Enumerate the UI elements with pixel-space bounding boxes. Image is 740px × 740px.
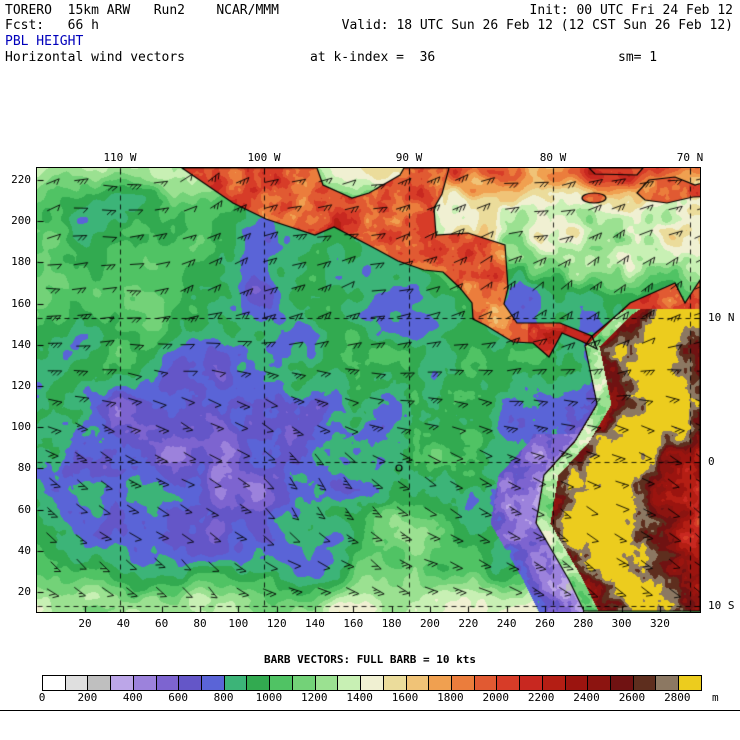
y-grid-tick-label: 200 — [11, 214, 31, 228]
x-grid-tick-label: 280 — [573, 617, 594, 630]
x-grid-tick-label: 220 — [458, 617, 479, 630]
colorbar-tick-label: 2800 — [664, 691, 691, 704]
latitude-tick-label: 10 S — [708, 599, 735, 612]
y-grid-tick-label: 20 — [17, 585, 31, 598]
smoothing-label: sm= 1 — [618, 50, 658, 65]
longitude-tick-label: 80 W — [539, 151, 567, 164]
colorbar-cell — [610, 676, 634, 690]
x-grid-tick-label: 320 — [650, 617, 670, 630]
x-grid-tick-label: 60 — [155, 617, 169, 630]
x-grid-tick-label: 180 — [381, 617, 402, 630]
x-grid-tick-label: 140 — [305, 617, 325, 630]
colorbar-tick-label: 800 — [213, 691, 234, 704]
x-grid-tick-label: 200 — [420, 617, 440, 630]
colorbar-cell — [565, 676, 589, 690]
colorbar-cell — [406, 676, 430, 690]
colorbar-tick-label: 2600 — [618, 691, 646, 704]
colorbar-cell — [202, 676, 225, 690]
longitude-tick-label: 90 W — [395, 151, 423, 164]
colorbar-tick-label: 0 — [38, 691, 46, 704]
colorbar-cell — [315, 676, 339, 690]
x-grid-tick-label: 40 — [116, 617, 130, 630]
colorbar-tick-label: 2200 — [527, 691, 555, 704]
colorbar-tick-label: 2000 — [482, 691, 510, 704]
longitude-tick-label: 70 N — [676, 151, 704, 164]
x-grid-tick-label: 240 — [496, 617, 517, 630]
y-grid-tick-label: 160 — [11, 296, 31, 310]
latitude-tick-label: 0 — [708, 455, 715, 468]
latitude-tick-label: 10 N — [708, 311, 735, 324]
field-title: PBL HEIGHT — [5, 34, 84, 49]
y-grid-tick-label: 60 — [17, 502, 31, 516]
colorbar-cell — [133, 676, 157, 690]
y-grid-tick-label: 40 — [17, 543, 31, 557]
colorbar-tick-label: 1000 — [255, 691, 283, 704]
colorbar-cell — [361, 676, 384, 690]
y-grid-tick-label: 140 — [11, 337, 31, 351]
longitude-tick-label: 100 W — [247, 151, 281, 164]
colorbar-cell — [224, 676, 248, 690]
x-grid-tick-label: 20 — [78, 617, 92, 630]
y-grid-tick-label: 100 — [11, 420, 31, 434]
colorbar-cell — [542, 676, 566, 690]
colorbar-cell — [111, 676, 134, 690]
y-grid-tick-label: 120 — [11, 379, 31, 392]
colorbar-cell — [497, 676, 521, 690]
colorbar-units-label: m — [712, 691, 719, 704]
colorbar-cell — [633, 676, 657, 690]
colorbar-cell — [179, 676, 203, 690]
x-grid-tick-label: 120 — [266, 617, 287, 630]
k-index-label: at k-index = 36 — [310, 50, 436, 65]
colorbar-cell — [270, 676, 293, 690]
colorbar-cell — [65, 676, 89, 690]
header-row-3: PBL HEIGHT — [5, 34, 733, 49]
colorbar-cell — [588, 676, 611, 690]
header-row-1: TORERO 15km ARW Run2 NCAR/MMM Init: 00 U… — [5, 3, 733, 18]
y-grid-tick-label: 180 — [11, 255, 31, 269]
y-grid-tick-label: 220 — [11, 173, 31, 186]
colorbar-cell — [247, 676, 271, 690]
colorbar-cell — [43, 676, 66, 690]
colorbar-cell — [338, 676, 362, 690]
colorbar-tick-label: 2400 — [573, 691, 600, 704]
colorbar-cell — [656, 676, 680, 690]
colorbar-cell — [451, 676, 475, 690]
colorbar-tick-label: 600 — [168, 691, 189, 704]
model-info-footer: Model Info: V3.3.1 KF YSU PBL WDM 6class… — [0, 710, 740, 740]
colorbar-tick-label: 200 — [77, 691, 98, 704]
longitude-tick-label: 110 W — [103, 151, 137, 164]
colorbar-tick-label: 400 — [122, 691, 143, 704]
colorbar-tick-label: 1800 — [437, 691, 464, 704]
x-grid-tick-label: 160 — [343, 617, 364, 630]
wind-vectors-label: Horizontal wind vectors — [5, 50, 186, 65]
colorbar-cell — [679, 676, 701, 690]
barb-vectors-legend: BARB VECTORS: FULL BARB = 10 kts — [264, 653, 476, 666]
header-row-4: Horizontal wind vectors at k-index = 36 … — [5, 50, 733, 65]
colorbar-cell — [520, 676, 543, 690]
y-grid-tick-label: 80 — [17, 461, 31, 475]
colorbar-cell — [474, 676, 498, 690]
forecast-hour-label: Fcst: 66 h — [5, 18, 99, 33]
valid-time-label: Valid: 18 UTC Sun 26 Feb 12 (12 CST Sun … — [341, 18, 733, 33]
colorbar-cell — [292, 676, 316, 690]
pbl-height-map-canvas — [36, 167, 701, 613]
x-grid-tick-label: 100 — [228, 617, 249, 630]
colorbar-tick-label: 1200 — [301, 691, 328, 704]
header-row-2: Fcst: 66 h Valid: 18 UTC Sun 26 Feb 12 (… — [5, 18, 733, 33]
colorbar-tick-label: 1600 — [391, 691, 419, 704]
colorbar-cell — [383, 676, 407, 690]
init-time-label: Init: 00 UTC Fri 24 Feb 12 — [529, 3, 734, 18]
colorbar-cell — [156, 676, 180, 690]
x-grid-tick-label: 260 — [535, 617, 555, 630]
x-grid-tick-label: 300 — [611, 617, 632, 630]
colorbar-tick-label: 1400 — [346, 691, 373, 704]
colorbar — [42, 675, 702, 691]
x-grid-tick-label: 80 — [193, 617, 207, 630]
colorbar-cell — [88, 676, 112, 690]
colorbar-cell — [429, 676, 452, 690]
model-run-label: TORERO 15km ARW Run2 NCAR/MMM — [5, 3, 279, 18]
